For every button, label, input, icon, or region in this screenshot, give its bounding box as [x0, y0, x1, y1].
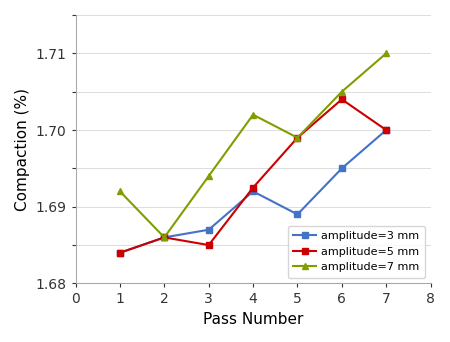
amplitude=3 mm	[383, 128, 389, 132]
amplitude=3 mm	[250, 189, 256, 194]
amplitude=5 mm	[162, 235, 167, 239]
amplitude=7 mm	[339, 90, 345, 94]
amplitude=7 mm	[250, 113, 256, 117]
amplitude=5 mm	[339, 97, 345, 102]
amplitude=7 mm	[206, 174, 211, 178]
amplitude=5 mm	[383, 128, 389, 132]
amplitude=7 mm	[383, 51, 389, 55]
amplitude=5 mm	[295, 136, 300, 140]
amplitude=7 mm	[162, 235, 167, 239]
X-axis label: Pass Number: Pass Number	[203, 312, 303, 327]
amplitude=5 mm	[117, 251, 123, 255]
amplitude=7 mm	[295, 136, 300, 140]
amplitude=3 mm	[162, 235, 167, 239]
Line: amplitude=7 mm: amplitude=7 mm	[117, 50, 390, 241]
amplitude=5 mm	[206, 243, 211, 247]
amplitude=3 mm	[339, 166, 345, 170]
amplitude=3 mm	[206, 228, 211, 232]
amplitude=3 mm	[295, 212, 300, 216]
amplitude=5 mm	[250, 185, 256, 189]
amplitude=7 mm	[117, 189, 123, 194]
Y-axis label: Compaction (%): Compaction (%)	[15, 88, 30, 211]
Line: amplitude=5 mm: amplitude=5 mm	[117, 96, 389, 255]
Legend: amplitude=3 mm, amplitude=5 mm, amplitude=7 mm: amplitude=3 mm, amplitude=5 mm, amplitud…	[288, 226, 425, 278]
amplitude=3 mm	[117, 251, 123, 255]
Line: amplitude=3 mm: amplitude=3 mm	[117, 127, 389, 255]
